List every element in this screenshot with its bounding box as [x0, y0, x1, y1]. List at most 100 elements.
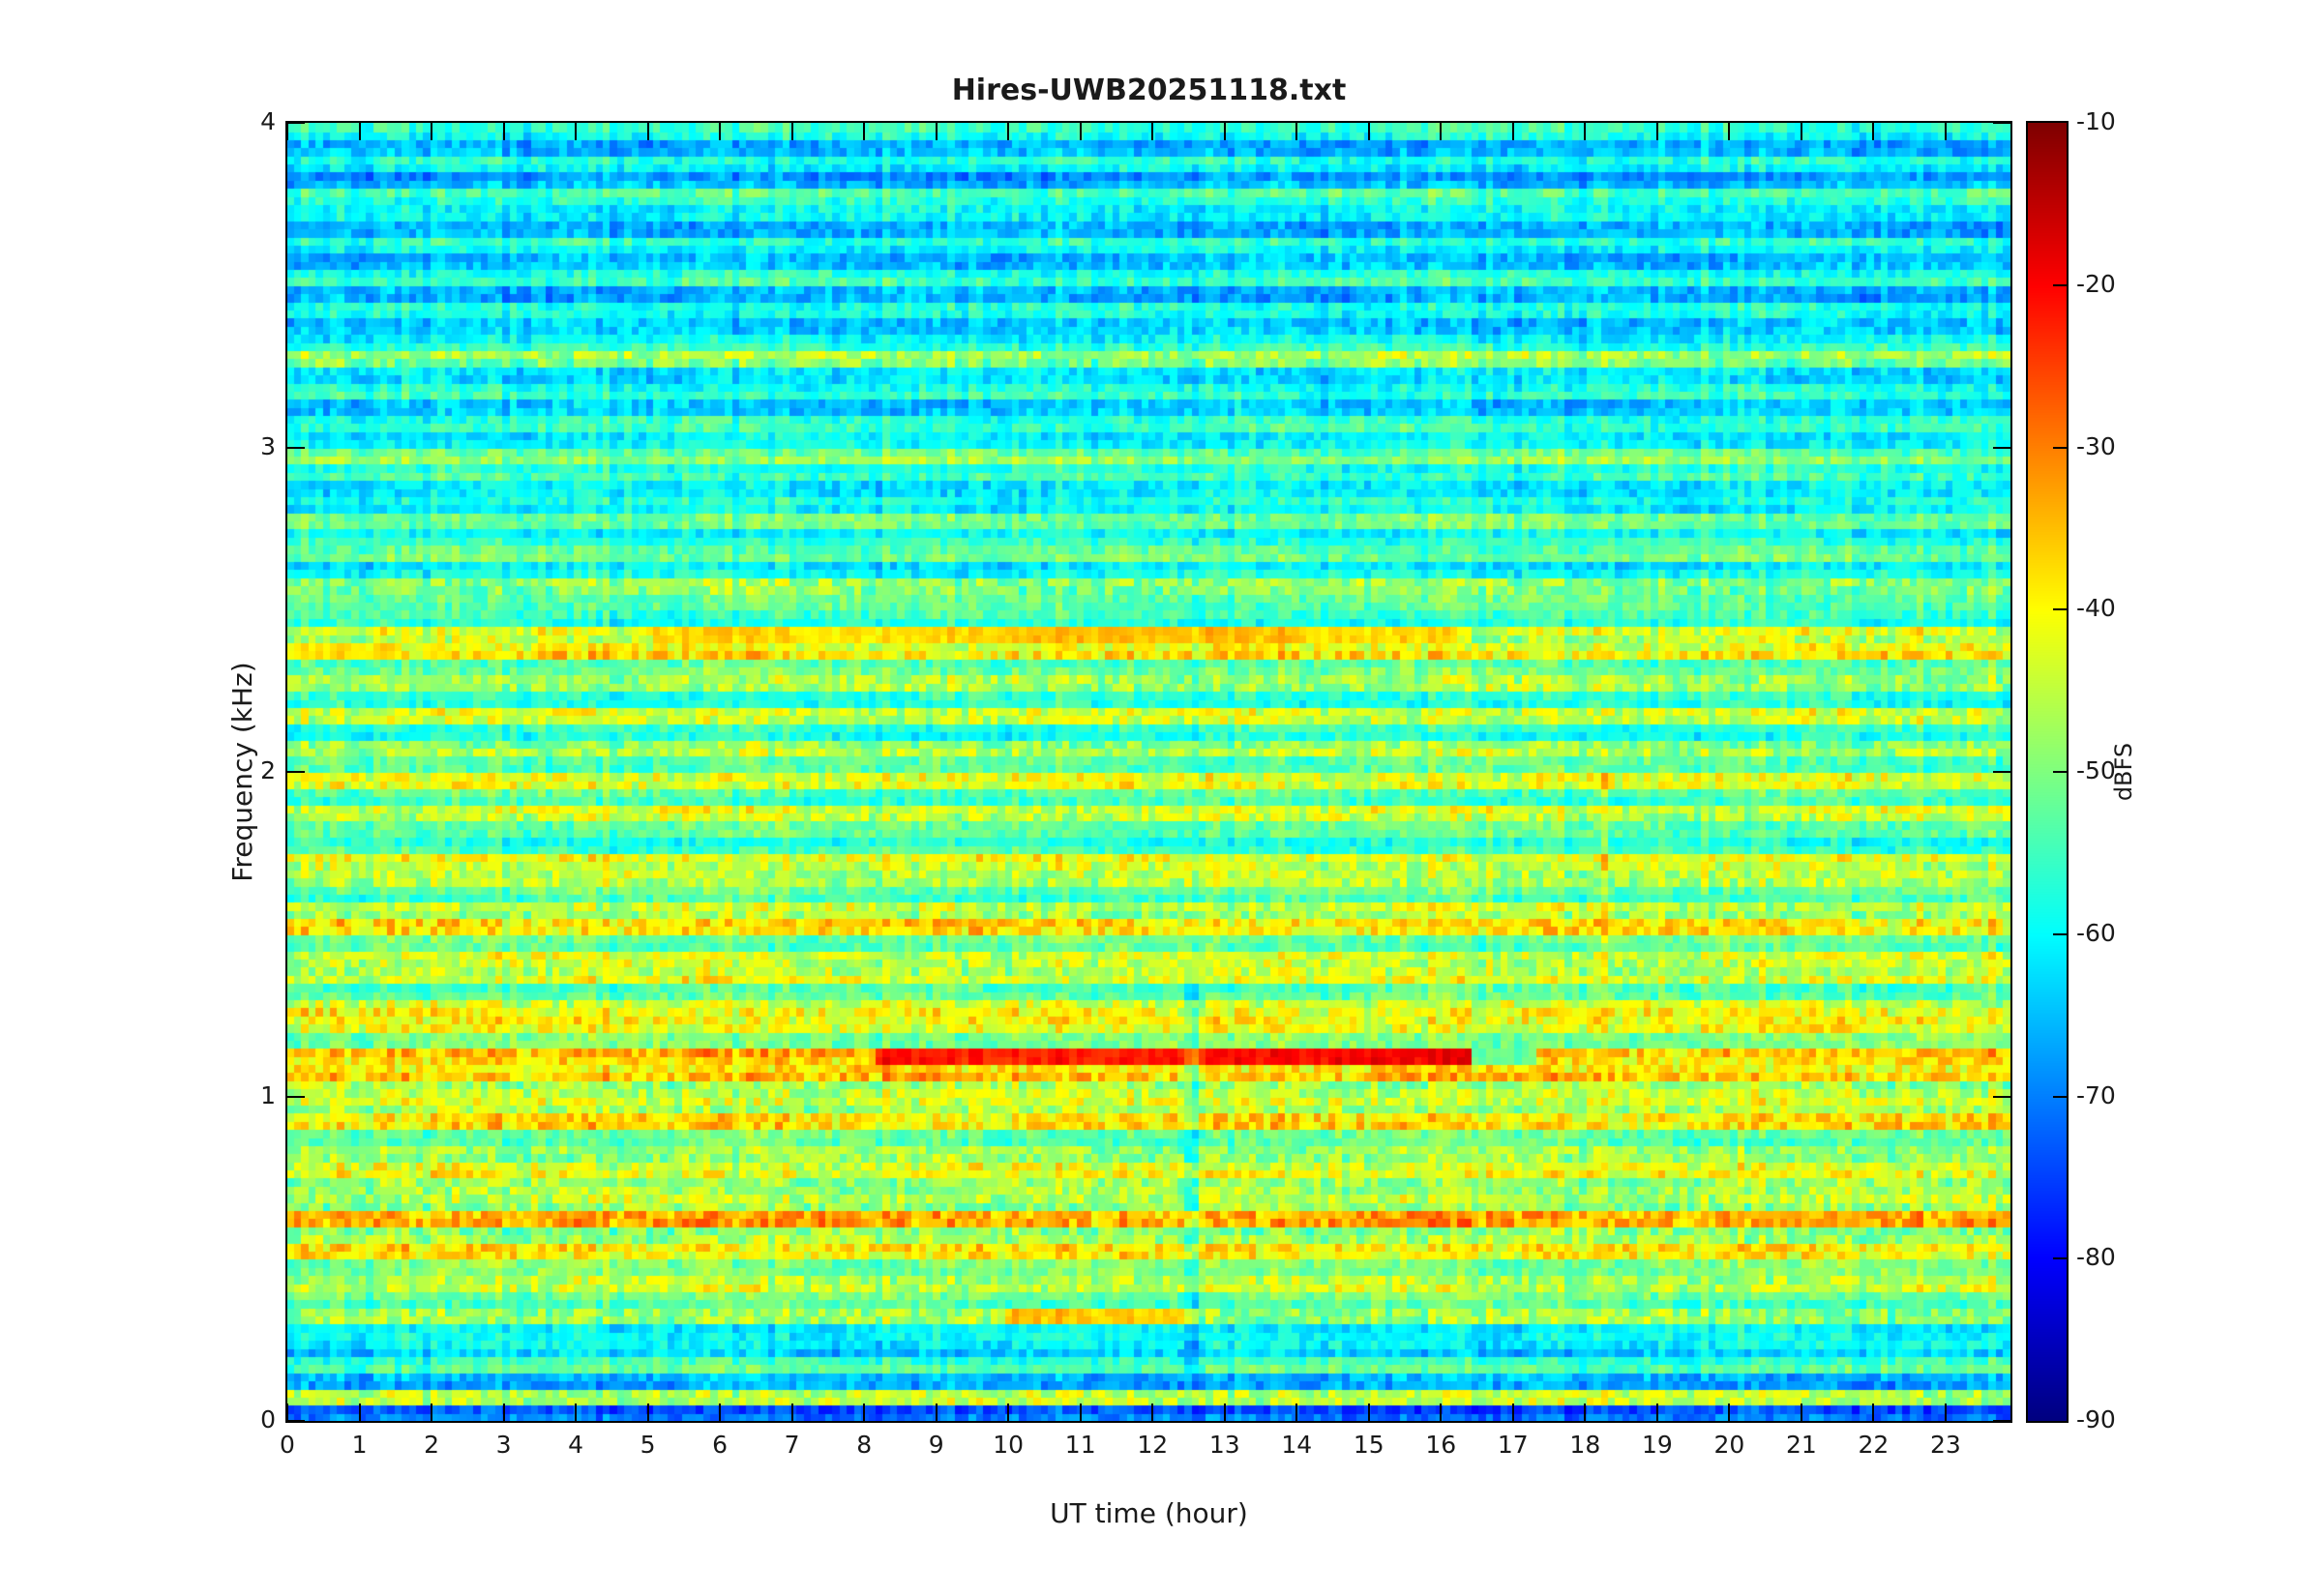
x-tick-label: 7: [784, 1431, 800, 1459]
tick-mark: [287, 1096, 305, 1098]
tick-mark: [1656, 1404, 1658, 1421]
tick-mark: [1007, 123, 1009, 140]
tick-mark: [1512, 1404, 1514, 1421]
tick-mark: [1656, 123, 1658, 140]
x-tick-label: 14: [1281, 1431, 1313, 1459]
spectrogram-canvas: [287, 123, 2010, 1421]
tick-mark: [2053, 284, 2067, 286]
tick-mark: [863, 1404, 865, 1421]
tick-mark: [1440, 123, 1442, 140]
tick-mark: [1295, 123, 1297, 140]
tick-mark: [287, 771, 305, 773]
tick-mark: [1993, 771, 2010, 773]
tick-mark: [287, 1420, 305, 1422]
tick-mark: [1993, 447, 2010, 449]
colorbar-tick-label: -50: [2076, 756, 2116, 784]
y-axis-label: Frequency (kHz): [226, 662, 258, 882]
x-tick-label: 4: [568, 1431, 584, 1459]
y-tick-label: 4: [260, 107, 276, 135]
tick-mark: [936, 1404, 938, 1421]
x-tick-label: 16: [1425, 1431, 1457, 1459]
tick-mark: [287, 447, 305, 449]
colorbar-tick-label: -40: [2076, 594, 2116, 622]
tick-mark: [1151, 123, 1153, 140]
x-tick-label: 13: [1208, 1431, 1240, 1459]
tick-mark: [575, 1404, 577, 1421]
tick-mark: [719, 1404, 721, 1421]
tick-mark: [1993, 1096, 2010, 1098]
tick-mark: [1512, 123, 1514, 140]
colorbar-tick-label: -10: [2076, 107, 2116, 135]
tick-mark: [359, 1404, 361, 1421]
tick-mark: [791, 123, 793, 140]
tick-mark: [2053, 608, 2067, 610]
tick-mark: [1368, 1404, 1370, 1421]
tick-mark: [1584, 123, 1586, 140]
x-tick-label: 9: [928, 1431, 944, 1459]
colorbar-tick-label: -70: [2076, 1081, 2116, 1109]
colorbar-tick-label: -20: [2076, 270, 2116, 298]
tick-mark: [1584, 1404, 1586, 1421]
tick-mark: [359, 123, 361, 140]
tick-mark: [1295, 1404, 1297, 1421]
tick-mark: [647, 1404, 649, 1421]
tick-mark: [1993, 1420, 2010, 1422]
x-tick-label: 23: [1930, 1431, 1961, 1459]
colorbar-tick-label: -60: [2076, 919, 2116, 947]
tick-mark: [863, 123, 865, 140]
x-tick-label: 8: [856, 1431, 873, 1459]
tick-mark: [1007, 1404, 1009, 1421]
colorbar-axis-label: dBFS: [2110, 742, 2137, 802]
tick-mark: [647, 123, 649, 140]
x-tick-label: 10: [993, 1431, 1025, 1459]
x-tick-label: 21: [1785, 1431, 1817, 1459]
tick-mark: [719, 123, 721, 140]
colorbar-tick-label: -30: [2076, 432, 2116, 460]
tick-mark: [431, 1404, 432, 1421]
tick-mark: [1801, 123, 1802, 140]
tick-mark: [503, 1404, 505, 1421]
x-tick-label: 20: [1713, 1431, 1745, 1459]
tick-mark: [286, 1404, 288, 1421]
tick-mark: [1993, 122, 2010, 124]
colorbar-tick-label: -80: [2076, 1243, 2116, 1271]
colorbar: [2026, 121, 2069, 1423]
tick-mark: [1440, 1404, 1442, 1421]
x-tick-label: 11: [1064, 1431, 1096, 1459]
tick-mark: [2053, 933, 2067, 935]
tick-mark: [2053, 1096, 2067, 1098]
x-tick-label: 17: [1497, 1431, 1529, 1459]
tick-mark: [431, 123, 432, 140]
tick-mark: [1872, 123, 1874, 140]
tick-mark: [1224, 1404, 1226, 1421]
x-tick-label: 6: [712, 1431, 729, 1459]
tick-mark: [575, 123, 577, 140]
x-tick-label: 3: [495, 1431, 512, 1459]
y-tick-label: 2: [260, 756, 276, 784]
plot-title: Hires-UWB20251118.txt: [951, 74, 1347, 107]
tick-mark: [1945, 1404, 1947, 1421]
tick-mark: [1728, 123, 1730, 140]
tick-mark: [2053, 447, 2067, 449]
tick-mark: [2053, 1257, 2067, 1259]
tick-mark: [1728, 1404, 1730, 1421]
y-tick-label: 3: [260, 431, 276, 460]
tick-mark: [286, 123, 288, 140]
tick-mark: [1080, 123, 1082, 140]
tick-mark: [1151, 1404, 1153, 1421]
x-tick-label: 15: [1353, 1431, 1384, 1459]
x-tick-label: 18: [1569, 1431, 1601, 1459]
tick-mark: [1224, 123, 1226, 140]
x-axis-label: UT time (hour): [1050, 1497, 1248, 1529]
tick-mark: [1368, 123, 1370, 140]
x-tick-label: 2: [424, 1431, 439, 1459]
x-tick-label: 5: [640, 1431, 656, 1459]
x-tick-label: 0: [280, 1431, 295, 1459]
tick-mark: [1945, 123, 1947, 140]
plot-area: [285, 121, 2012, 1423]
x-tick-label: 19: [1641, 1431, 1673, 1459]
x-tick-label: 1: [351, 1431, 368, 1459]
tick-mark: [287, 122, 305, 124]
tick-mark: [2053, 771, 2067, 773]
x-tick-label: 12: [1137, 1431, 1169, 1459]
